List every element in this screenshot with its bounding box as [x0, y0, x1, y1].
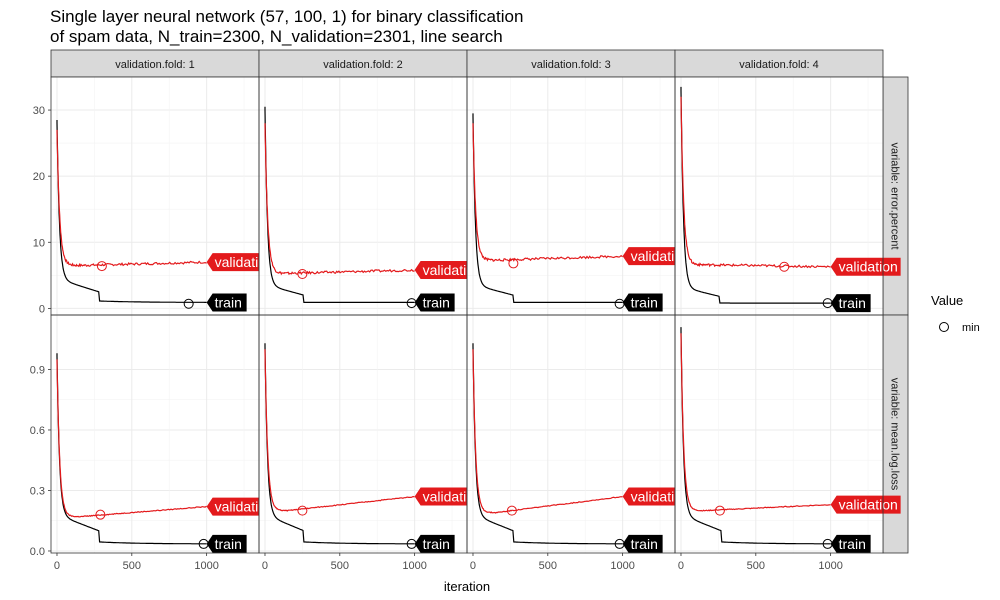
panel: validation train: [675, 315, 901, 553]
x-tick-label: 0: [470, 560, 476, 572]
validation-min-point: [714, 505, 725, 516]
validation-series-line: [680, 333, 831, 512]
train-direct-label-tag: [414, 293, 455, 312]
y-tick-label: 0.6: [30, 425, 45, 437]
x-tick-label: 1000: [402, 560, 426, 572]
y-tick-label: 0.0: [30, 546, 45, 558]
x-tick-label: 500: [123, 560, 141, 572]
validation-direct-label: validation: [839, 497, 898, 513]
chart-title-line-1: Single layer neural network (57, 100, 1)…: [50, 7, 523, 26]
validation-min-point: [506, 505, 517, 516]
train-direct-label: train: [423, 536, 450, 552]
y-tick-label: 0: [39, 303, 45, 315]
panel-background: [675, 315, 883, 553]
validation-series-line: [264, 349, 415, 512]
train-direct-label-tag: [830, 294, 871, 313]
x-axis-label: iteration: [444, 579, 490, 594]
column-strip: [50, 49, 260, 78]
y-tick-label: 0.9: [30, 364, 45, 376]
panel-background: [259, 77, 467, 315]
validation-series-line: [472, 123, 623, 262]
train-direct-label: train: [423, 294, 450, 310]
panel-border: [674, 314, 884, 554]
x-tick-label: 1000: [610, 560, 634, 572]
x-tick-label: 1000: [818, 560, 842, 572]
legend: Value min: [931, 293, 980, 334]
x-tick-label: 1000: [194, 560, 218, 572]
x-tick-label: 500: [747, 560, 765, 572]
column-strip: [674, 49, 884, 78]
column-strip: [466, 49, 676, 78]
validation-min-point: [508, 258, 519, 269]
validation-min-point: [297, 505, 308, 516]
validation-min-point: [297, 269, 308, 280]
y-tick-label: 10: [33, 237, 45, 249]
validation-min-point: [779, 261, 790, 272]
column-strip-label: validation.fold: 4: [739, 59, 819, 71]
train-series-line: [56, 353, 207, 545]
x-tick-label: 500: [539, 560, 557, 572]
validation-series-line: [56, 359, 207, 518]
train-series-line: [680, 86, 831, 304]
train-direct-label: train: [215, 294, 242, 310]
train-series-line: [264, 343, 415, 545]
panel: validation train: [675, 77, 901, 315]
panel-background: [467, 315, 675, 553]
train-series-line: [264, 106, 415, 303]
train-direct-label-tag: [622, 534, 663, 553]
validation-series-line: [264, 123, 415, 276]
panel-background: [51, 315, 259, 553]
x-tick-label: 0: [678, 560, 684, 572]
train-direct-label: train: [839, 536, 866, 552]
legend-title: Value: [931, 293, 963, 308]
chart-title-line-2: of spam data, N_train=2300, N_validation…: [50, 27, 503, 46]
panels: validation.fold: 1 validation.fold: 2 vali…: [30, 49, 909, 572]
y-tick-label: 0.3: [30, 485, 45, 497]
validation-series-line: [472, 349, 623, 514]
column-strip: [258, 49, 468, 78]
train-direct-label: train: [631, 294, 658, 310]
panel-background: [259, 315, 467, 553]
y-tick-label: 20: [33, 171, 45, 183]
row-strip-label: variable: error.percent: [889, 143, 901, 250]
validation-series-line: [680, 96, 831, 269]
train-direct-label: train: [215, 536, 242, 552]
train-direct-label-tag: [206, 293, 247, 312]
train-series-line: [472, 343, 623, 545]
x-tick-label: 0: [262, 560, 268, 572]
train-series-line: [680, 327, 831, 545]
panel-background: [51, 77, 259, 315]
train-direct-label: train: [631, 536, 658, 552]
row-strip-label: variable: mean.log.loss: [889, 378, 901, 491]
legend-min-symbol: [939, 322, 949, 332]
train-direct-label-tag: [206, 534, 247, 553]
column-strip-label: validation.fold: 1: [115, 59, 195, 71]
panel-background: [467, 77, 675, 315]
train-min-point: [183, 298, 194, 309]
validation-direct-label: validation: [839, 259, 898, 275]
train-direct-label-tag: [622, 293, 663, 312]
train-direct-label: train: [839, 295, 866, 311]
train-direct-label-tag: [830, 534, 871, 553]
column-strip-label: validation.fold: 3: [531, 59, 611, 71]
train-series-line: [56, 120, 207, 303]
column-strip-label: validation.fold: 2: [323, 59, 403, 71]
train-series-line: [472, 113, 623, 303]
train-direct-label-tag: [414, 534, 455, 553]
panel-background: [675, 77, 883, 315]
validation-min-point: [95, 509, 106, 520]
legend-item-min: min: [962, 322, 980, 334]
validation-min-point: [96, 261, 107, 272]
x-tick-label: 500: [331, 560, 349, 572]
y-tick-label: 30: [33, 105, 45, 117]
x-tick-label: 0: [54, 560, 60, 572]
